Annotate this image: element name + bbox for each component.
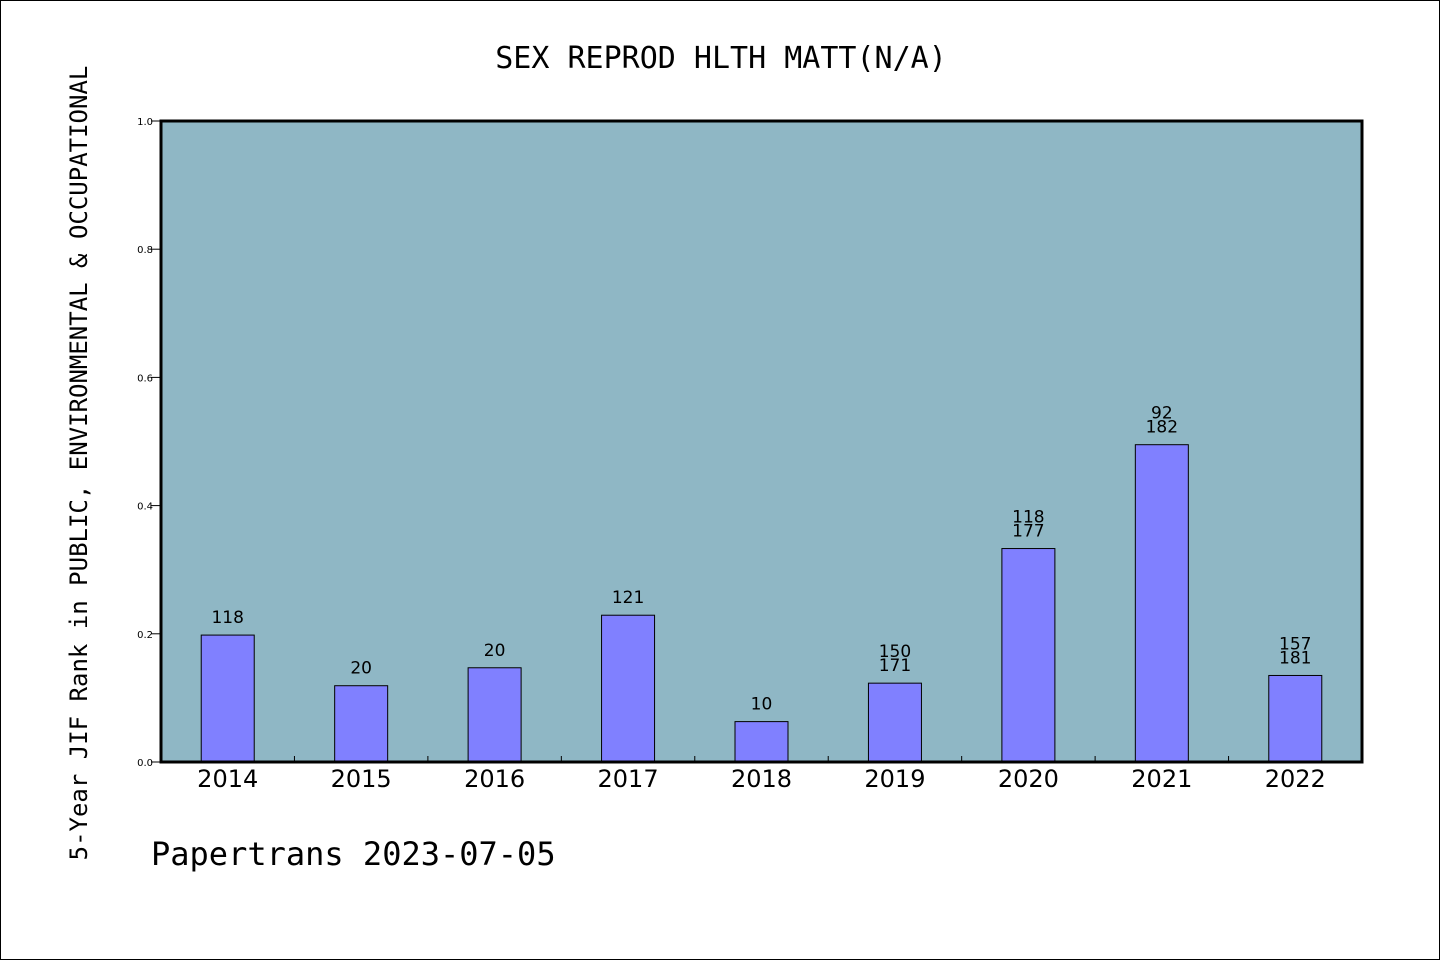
x-tick-label-2014: 2014 xyxy=(197,765,258,793)
x-tick-label-2019: 2019 xyxy=(864,765,925,793)
y-tick-label: 0.0 xyxy=(137,758,153,769)
bar-2021 xyxy=(1134,444,1189,763)
bar-data-label: 20 xyxy=(484,641,506,661)
y-tick-label: 1.0 xyxy=(137,117,153,128)
bar-data-label: 10 xyxy=(751,695,773,715)
bar-2017 xyxy=(601,614,656,763)
y-tick-label: 0.6 xyxy=(137,373,153,384)
chart-title: SEX REPROD HLTH MATT(N/A) xyxy=(495,41,947,76)
bar-data-label: 171 xyxy=(879,656,911,676)
bar-data-label: 181 xyxy=(1279,648,1311,668)
x-tick-label-2017: 2017 xyxy=(598,765,659,793)
x-tick-label-2022: 2022 xyxy=(1265,765,1326,793)
x-tick-labels: 2014 2015 2016 2017 2018 2019 2020 2021 2022 xyxy=(197,756,1326,793)
x-tick-label-2015: 2015 xyxy=(331,765,392,793)
bar-data-label: 118 xyxy=(211,608,243,628)
x-tick-label-2016: 2016 xyxy=(464,765,525,793)
bar-data-label: 92 xyxy=(1151,404,1173,424)
y-tick-label: 0.4 xyxy=(137,502,153,513)
y-axis-label: 5-Year JIF Rank in PUBLIC, ENVIRONMENTAL… xyxy=(65,66,93,861)
bar-data-label: 20 xyxy=(350,659,372,679)
x-tick-label-2018: 2018 xyxy=(731,765,792,793)
bar-2018 xyxy=(734,721,789,763)
bar-2016 xyxy=(467,667,522,763)
y-tick-label: 0.2 xyxy=(137,630,153,641)
bar-2020 xyxy=(1001,548,1056,763)
bar-2014 xyxy=(200,634,255,763)
bar-2015 xyxy=(334,685,389,763)
x-tick-label-2021: 2021 xyxy=(1131,765,1192,793)
bar-data-label: 157 xyxy=(1279,634,1311,654)
bar-data-label: 118 xyxy=(1012,508,1044,528)
bar-data-label: 177 xyxy=(1012,522,1044,542)
y-tick-label: 0.8 xyxy=(137,245,153,256)
bar-2019 xyxy=(867,682,922,763)
bar-data-label: 182 xyxy=(1146,418,1178,438)
bar-data-label: 150 xyxy=(879,642,911,662)
bar-2022 xyxy=(1268,674,1323,763)
y-ticks: 0.0 0.2 0.4 0.6 0.8 1.0 xyxy=(137,117,161,769)
x-tick-label-2020: 2020 xyxy=(998,765,1059,793)
plot-border xyxy=(159,119,1364,764)
bar-data-label: 121 xyxy=(612,588,644,608)
footer-text: Papertrans 2023-07-05 xyxy=(151,835,556,873)
